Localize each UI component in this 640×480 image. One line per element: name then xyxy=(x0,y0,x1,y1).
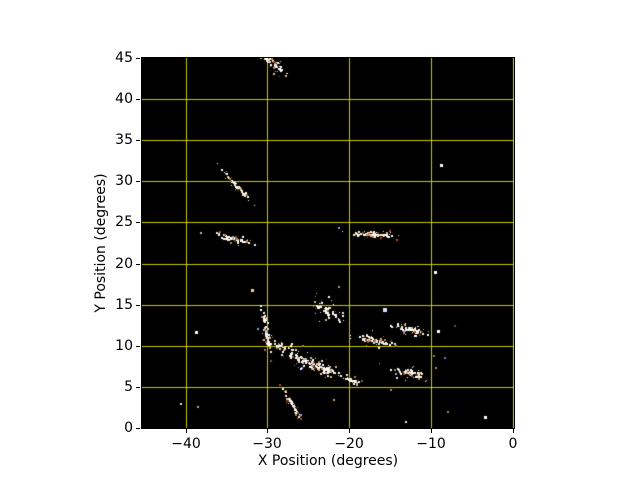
y-tick-label: 10 xyxy=(115,338,133,354)
x-tick-label: −30 xyxy=(252,436,282,452)
y-tick xyxy=(136,387,140,388)
y-tick xyxy=(136,140,140,141)
y-tick xyxy=(136,99,140,100)
y-tick xyxy=(136,264,140,265)
x-tick xyxy=(431,429,432,433)
x-tick xyxy=(349,429,350,433)
y-axis-label: Y Position (degrees) xyxy=(93,173,109,313)
y-tick xyxy=(136,181,140,182)
scatter-canvas xyxy=(142,58,514,428)
y-tick xyxy=(136,428,140,429)
y-tick xyxy=(136,305,140,306)
y-tick xyxy=(136,346,140,347)
x-tick-label: −40 xyxy=(171,436,201,452)
y-tick-label: 15 xyxy=(115,297,133,313)
y-tick xyxy=(136,222,140,223)
x-tick xyxy=(267,429,268,433)
y-tick xyxy=(136,58,140,59)
x-tick-label: 0 xyxy=(508,436,518,452)
y-tick-label: 30 xyxy=(115,173,133,189)
y-tick-label: 35 xyxy=(115,132,133,148)
y-tick-label: 40 xyxy=(115,91,133,107)
y-tick-label: 25 xyxy=(115,214,133,230)
y-tick-label: 20 xyxy=(115,256,133,272)
y-tick-label: 45 xyxy=(115,50,133,66)
x-tick-label: −20 xyxy=(334,436,364,452)
x-tick-label: −10 xyxy=(416,436,446,452)
x-tick xyxy=(513,429,514,433)
plot-area xyxy=(141,57,515,429)
x-axis-label: X Position (degrees) xyxy=(257,453,399,469)
y-tick-label: 5 xyxy=(124,379,133,395)
y-tick-label: 0 xyxy=(124,420,133,436)
x-tick xyxy=(186,429,187,433)
